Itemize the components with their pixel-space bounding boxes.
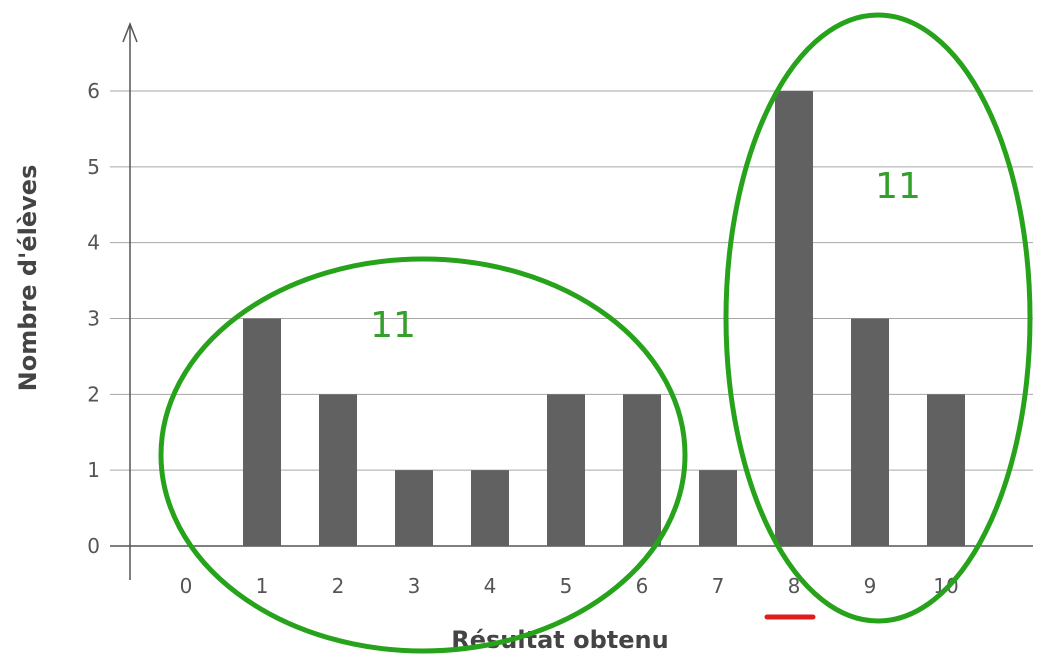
y-tick-label: 1 bbox=[87, 458, 100, 482]
bar-5 bbox=[547, 394, 585, 546]
annotation-right-count: 11 bbox=[875, 166, 921, 207]
x-tick-label: 0 bbox=[180, 574, 193, 598]
bars bbox=[243, 91, 965, 546]
bar-10 bbox=[927, 394, 965, 546]
y-tick-labels: 0 1 2 3 4 5 6 bbox=[87, 79, 100, 558]
y-tick-label: 3 bbox=[87, 307, 100, 331]
y-tick-label: 0 bbox=[87, 534, 100, 558]
bar-2 bbox=[319, 394, 357, 546]
annotations: 11 11 bbox=[158, 12, 1033, 654]
y-tick-label: 2 bbox=[87, 382, 100, 406]
x-tick-label: 4 bbox=[484, 574, 497, 598]
group-circle-right bbox=[723, 12, 1033, 624]
x-tick-label: 2 bbox=[332, 574, 345, 598]
x-tick-label: 1 bbox=[256, 574, 269, 598]
x-tick-label: 3 bbox=[408, 574, 421, 598]
x-tick-label: 8 bbox=[788, 574, 801, 598]
y-tick-label: 4 bbox=[87, 231, 100, 255]
x-tick-label: 6 bbox=[636, 574, 649, 598]
group-circle-left bbox=[158, 256, 688, 654]
axes bbox=[122, 21, 138, 580]
x-tick-label: 5 bbox=[560, 574, 573, 598]
y-axis-label: Nombre d'élèves bbox=[14, 165, 42, 392]
bar-7 bbox=[699, 470, 737, 546]
y-tick-label: 5 bbox=[87, 155, 100, 179]
bar-9 bbox=[851, 318, 889, 546]
x-tick-label: 9 bbox=[864, 574, 877, 598]
y-axis-arrow bbox=[122, 21, 138, 43]
bar-8 bbox=[775, 91, 813, 546]
annotation-left-count: 11 bbox=[370, 305, 416, 346]
bar-1 bbox=[243, 318, 281, 546]
y-tick-label: 6 bbox=[87, 79, 100, 103]
x-axis-label: Résultat obtenu bbox=[451, 626, 668, 654]
bar-3 bbox=[395, 470, 433, 546]
x-tick-label: 7 bbox=[712, 574, 725, 598]
bar-4 bbox=[471, 470, 509, 546]
bar-6 bbox=[623, 394, 661, 546]
x-tick-labels: 0 1 2 3 4 5 6 7 8 9 10 bbox=[180, 574, 959, 598]
